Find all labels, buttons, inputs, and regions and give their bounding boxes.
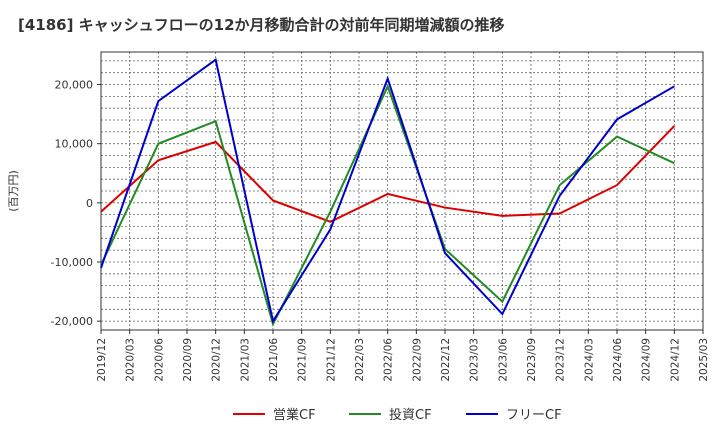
legend-label: 投資CF [389, 407, 432, 423]
x-tick-label: 2024/12 [669, 338, 681, 382]
x-tick-label: 2021/06 [268, 338, 280, 382]
x-tick-label: 2023/09 [526, 338, 538, 382]
legend-label: 営業CF [273, 407, 316, 423]
series-line [100, 57, 675, 324]
y-tick-label: -10,000 [51, 256, 93, 269]
x-tick-label: 2021/03 [239, 338, 251, 382]
y-tick-label: -20,000 [51, 315, 93, 328]
x-tick-label: 2020/12 [211, 338, 223, 382]
series-line [100, 125, 676, 223]
x-tick-label: 2022/03 [354, 338, 366, 382]
x-tick-label: 2020/03 [125, 338, 137, 382]
x-tick-label: 2021/12 [325, 338, 337, 382]
y-tick-label: 10,000 [55, 138, 94, 151]
x-axis: 2019/12 2020/03 2020/06 2020/09 2020/12 2021/… [96, 330, 710, 382]
grid [100, 52, 704, 330]
x-tick-label: 2022/12 [440, 338, 452, 382]
x-tick-label: 2020/09 [182, 338, 194, 382]
chart-title: [4186] キャッシュフローの12か月移動合計の対前年同期増減額の推移 [18, 16, 505, 34]
y-tick-label: 20,000 [55, 79, 94, 92]
x-tick-label: 2023/06 [497, 338, 509, 382]
x-tick-label: 2022/09 [411, 338, 423, 382]
y-axis-label: (百万円) [7, 170, 20, 212]
series [100, 57, 676, 327]
y-axis: -20,000 -10,000 0 10,000 20,000 [51, 79, 101, 328]
x-tick-label: 2022/06 [383, 338, 395, 382]
x-tick-label: 2020/06 [153, 338, 165, 382]
plot-frame [100, 51, 704, 331]
x-tick-label: 2023/12 [555, 338, 567, 382]
x-tick-label: 2025/03 [698, 338, 710, 382]
legend: 営業CF 投資CF フリーCF [233, 407, 562, 423]
x-tick-label: 2023/03 [469, 338, 481, 382]
x-tick-label: 2019/12 [96, 338, 108, 382]
x-tick-label: 2021/09 [297, 338, 309, 382]
x-tick-label: 2024/09 [641, 338, 653, 382]
x-tick-label: 2024/03 [583, 338, 595, 382]
y-tick-label: 0 [86, 197, 93, 210]
x-tick-label: 2024/06 [612, 338, 624, 382]
legend-label: フリーCF [506, 408, 562, 423]
